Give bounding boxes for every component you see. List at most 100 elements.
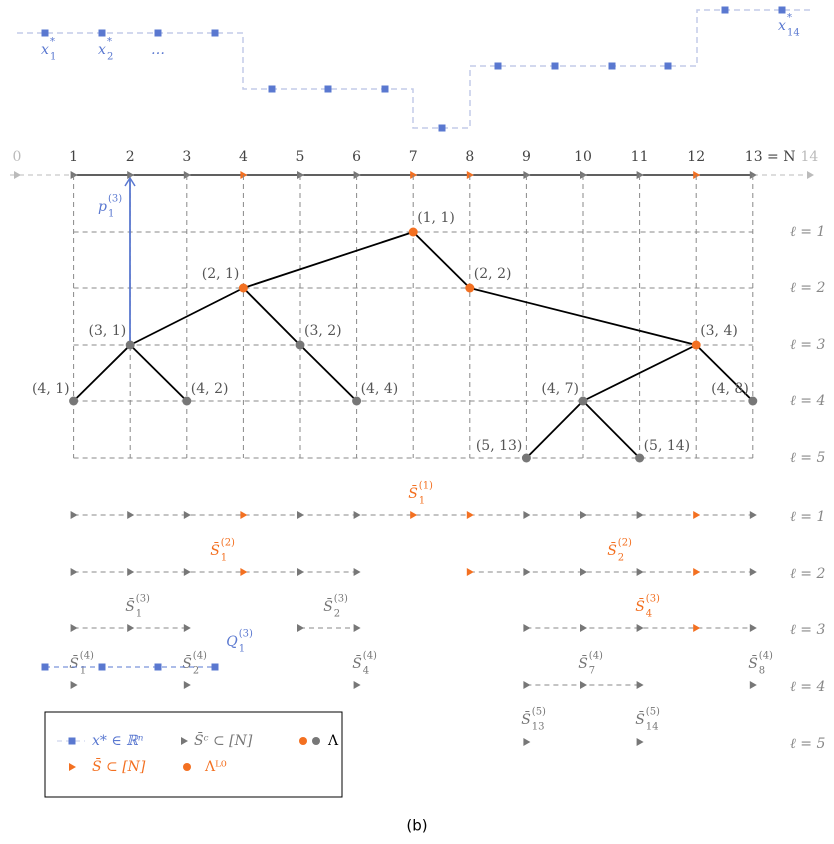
- label-base: …: [151, 42, 165, 58]
- tree-node: [748, 396, 758, 406]
- arrowhead: [580, 568, 587, 576]
- arrowhead: [70, 568, 78, 576]
- level-label: ℓ = 5: [790, 450, 825, 466]
- arrowhead: [297, 568, 304, 576]
- label-base: x: [778, 18, 786, 34]
- node-label: (3, 1): [89, 323, 127, 339]
- label-sub: 1: [108, 209, 114, 220]
- label-sub: 1: [80, 666, 86, 677]
- arrowhead: [636, 568, 644, 576]
- arrowhead: [580, 511, 587, 519]
- level-label: ℓ = 3: [790, 622, 825, 638]
- tree-node: [465, 283, 475, 293]
- arrowhead: [523, 738, 531, 746]
- arrowhead: [693, 624, 701, 632]
- legend-dot: [299, 737, 307, 745]
- square-marker: [608, 62, 616, 70]
- level-label: ℓ = 4: [790, 393, 825, 409]
- tree-node: [521, 453, 531, 463]
- arrowhead: [580, 681, 587, 689]
- axis-tick-label: 10: [574, 149, 592, 165]
- tree-edge: [243, 231, 414, 289]
- node-label: (4, 4): [361, 381, 399, 397]
- arrowhead: [693, 568, 701, 576]
- level-label: ℓ = 1: [790, 224, 825, 240]
- arrowhead: [466, 511, 474, 519]
- legend-label: S̄ ⊂ [N]: [92, 757, 146, 775]
- label-base: S̄: [210, 541, 220, 559]
- label-sup: (5): [646, 707, 660, 718]
- square-marker: [41, 663, 49, 671]
- label-sup: (4): [193, 651, 207, 662]
- node-label: (3, 4): [700, 323, 738, 339]
- square-marker: [324, 85, 332, 93]
- label-sup: (3): [108, 194, 122, 205]
- label-sub: 4: [646, 609, 652, 620]
- arrowhead: [70, 624, 78, 632]
- label-base: S̄: [182, 654, 192, 672]
- arrowhead: [749, 624, 757, 632]
- arrowhead: [240, 511, 248, 519]
- level-label: ℓ = 2: [790, 566, 825, 582]
- label-sub: 14: [646, 722, 659, 733]
- label-base: S̄: [635, 597, 645, 615]
- label-sub: 7: [589, 666, 595, 677]
- arrowhead: [749, 511, 757, 519]
- level-label: ℓ = 1: [790, 509, 825, 525]
- label-sup: (2): [221, 538, 235, 549]
- arrowhead: [353, 681, 361, 689]
- node-label: (1, 1): [417, 210, 455, 226]
- tree-node: [295, 340, 305, 350]
- tree-node: [238, 283, 248, 293]
- label-sup: (4): [80, 651, 94, 662]
- node-label: (4, 2): [191, 381, 229, 397]
- label-sub: 1: [136, 609, 142, 620]
- tree-edge: [412, 231, 471, 289]
- label-base: S̄: [323, 597, 333, 615]
- arrowhead: [523, 568, 531, 576]
- arrowhead: [127, 568, 135, 576]
- tree-node: [635, 453, 645, 463]
- label-base: x: [98, 42, 106, 58]
- square-marker: [41, 29, 49, 37]
- square-marker: [721, 6, 729, 14]
- legend-box: [44, 711, 343, 798]
- arrowhead: [353, 511, 361, 519]
- label-sup: *: [50, 37, 55, 48]
- label-sub: 1: [239, 644, 245, 655]
- label-sub: 2: [334, 609, 340, 620]
- caption: (b): [406, 817, 427, 835]
- tree-node: [691, 340, 701, 350]
- square-marker: [98, 29, 106, 37]
- arrowhead: [297, 511, 304, 519]
- label-sub: 14: [787, 28, 800, 39]
- tree-edge: [72, 344, 131, 402]
- arrowhead: [14, 171, 21, 179]
- axis-tick-label: 13 = N: [745, 149, 796, 165]
- axis-tick-label: 7: [409, 149, 418, 165]
- label-sub: 1: [419, 496, 425, 507]
- tree-node: [578, 396, 588, 406]
- arrowhead: [69, 763, 76, 771]
- tree-edge: [582, 400, 641, 459]
- tree-node: [408, 227, 418, 237]
- label-sub: 4: [363, 666, 369, 677]
- square-marker: [551, 62, 559, 70]
- label-base: x: [41, 42, 49, 58]
- label-base: S̄: [352, 654, 362, 672]
- label-sup: (3): [646, 594, 660, 605]
- arrowhead: [636, 624, 644, 632]
- label-base: p: [98, 199, 107, 215]
- path-arrowhead: [124, 176, 136, 187]
- step-curve: [17, 9, 810, 129]
- arrowhead: [523, 511, 531, 519]
- axis-tick-label: 5: [296, 149, 305, 165]
- node-label: (2, 2): [474, 266, 512, 282]
- arrowhead: [410, 511, 418, 519]
- tree-edge: [299, 344, 358, 402]
- label-base: Q: [226, 634, 238, 650]
- label-sup: (2): [618, 538, 632, 549]
- arrowhead: [580, 624, 587, 632]
- label-sub: 13: [532, 722, 545, 733]
